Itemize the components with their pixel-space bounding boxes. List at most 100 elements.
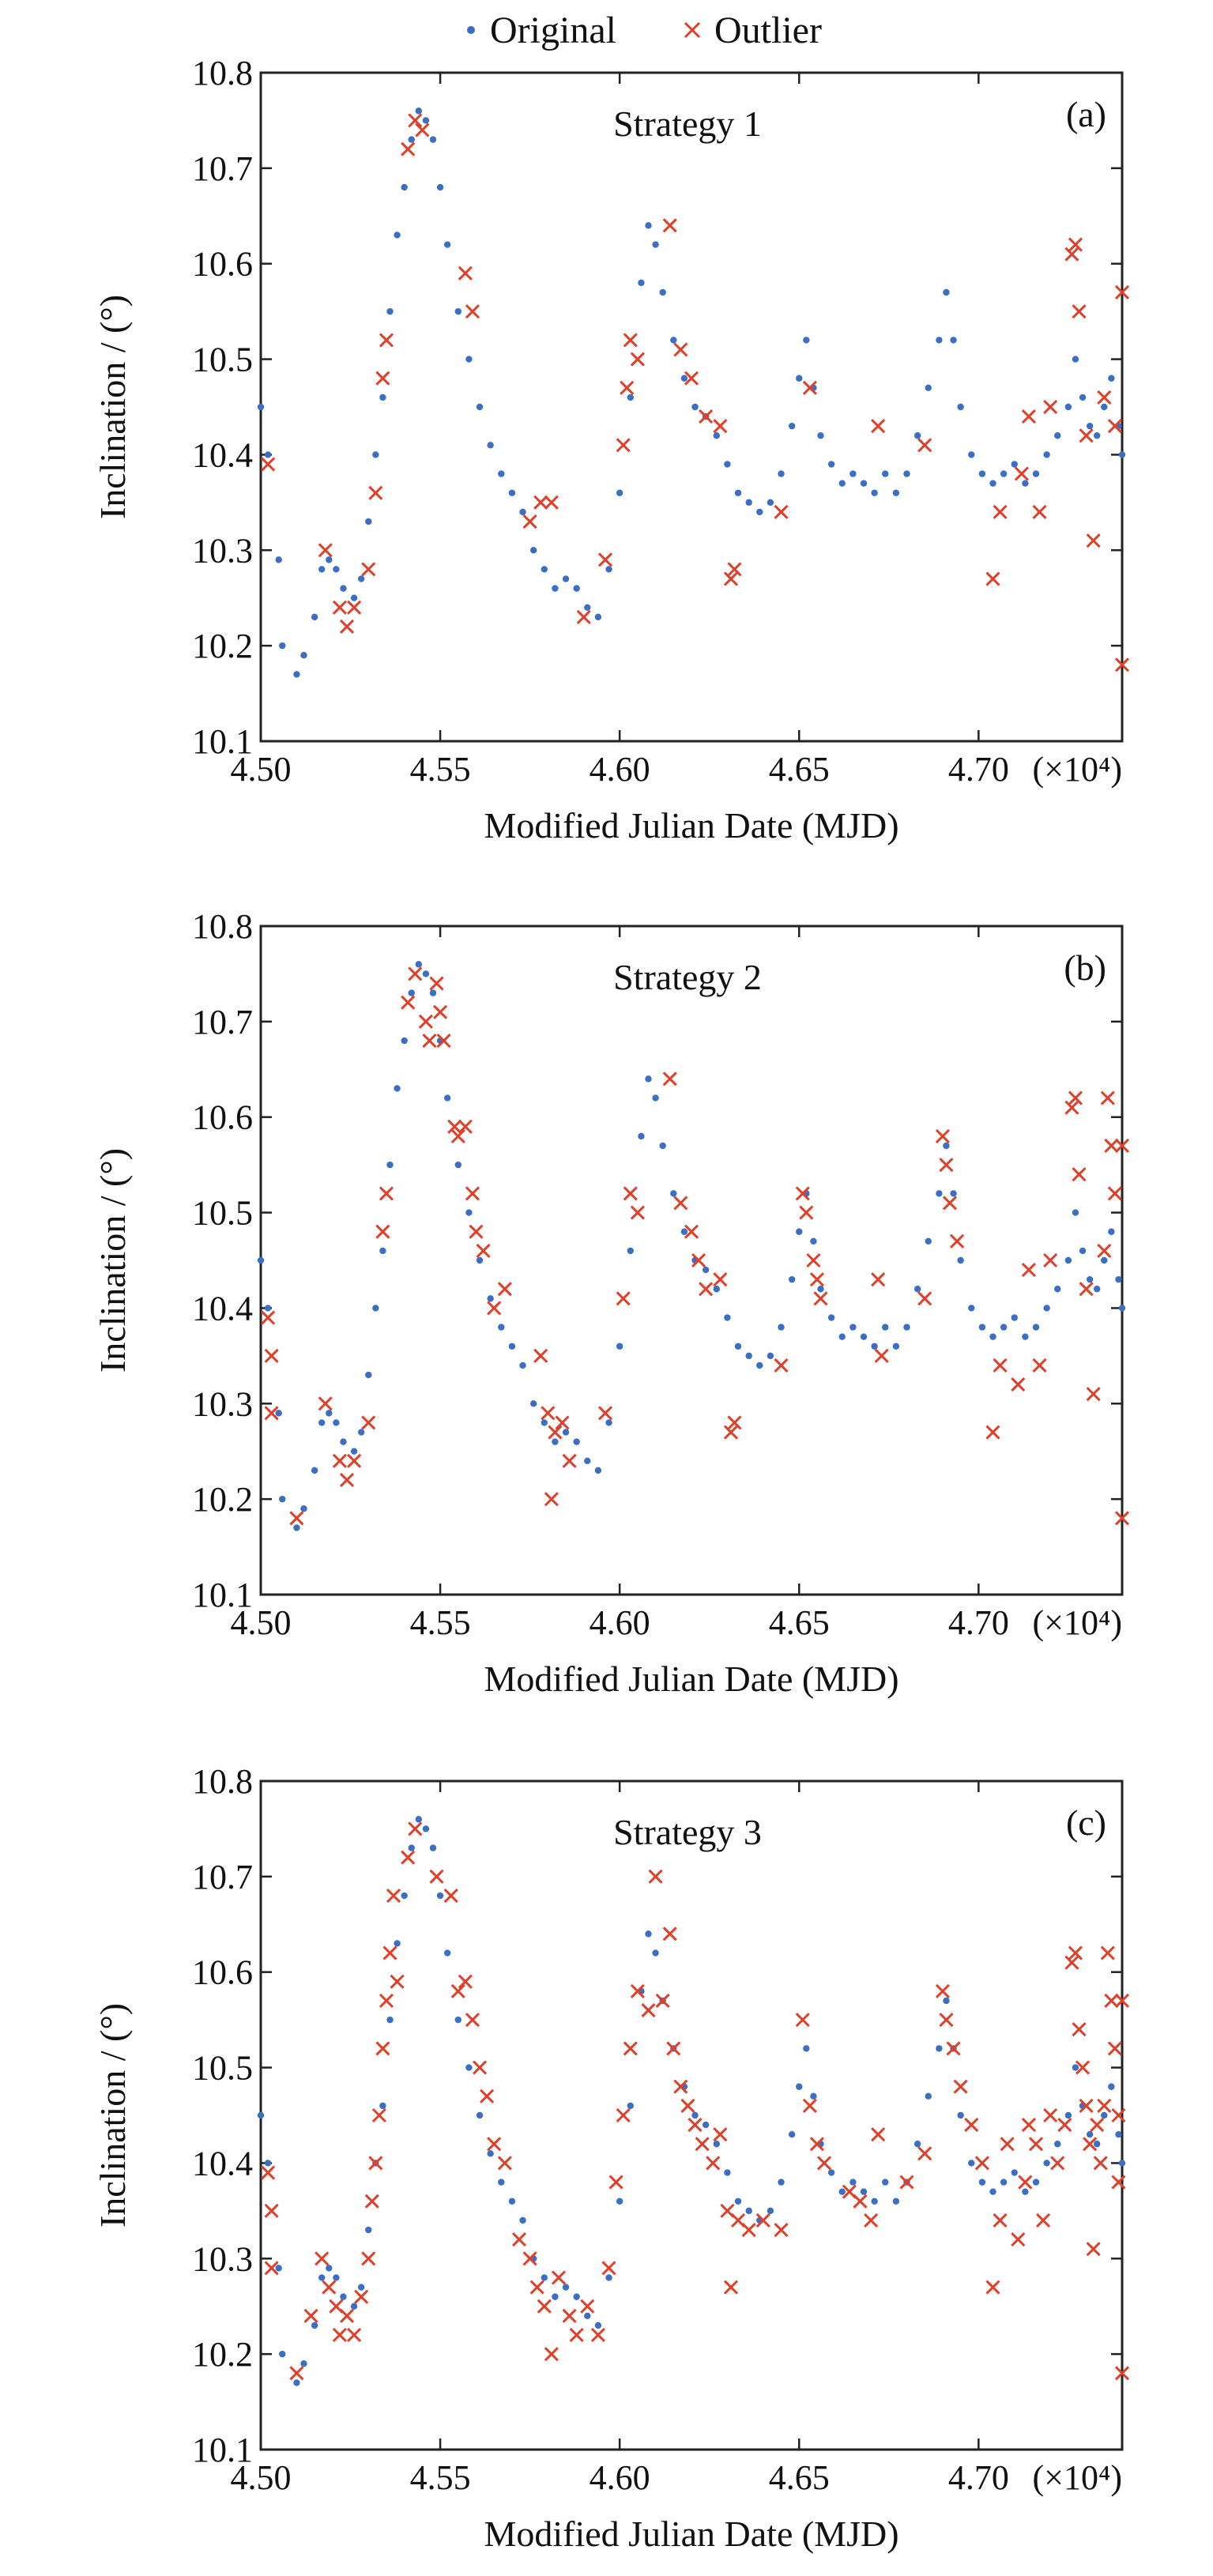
original-point [1086, 1275, 1094, 1283]
outlier-point [368, 2156, 383, 2171]
outlier-point [289, 2366, 304, 2381]
outlier-point [537, 2299, 552, 2314]
outlier-point [795, 1186, 810, 1201]
x-multiplier: (×10⁴) [1033, 2458, 1122, 2497]
original-point [519, 508, 526, 516]
original-point [311, 2322, 318, 2329]
outlier-point [401, 995, 416, 1010]
outlier-point [1072, 304, 1087, 319]
outlier-point [447, 1119, 462, 1134]
original-point [1064, 1256, 1072, 1264]
outlier-point [706, 2156, 721, 2171]
original-point [645, 1930, 652, 1938]
original-point [882, 1324, 889, 1331]
original-point [943, 1142, 950, 1150]
original-point [1079, 1247, 1087, 1255]
outlier-point [802, 2098, 817, 2113]
original-point [691, 2111, 699, 2119]
outlier-point [364, 2194, 379, 2209]
y-tick-label: 10.7 [192, 1003, 253, 1041]
original-point [892, 1343, 900, 1350]
original-point [745, 2207, 752, 2215]
outlier-point [1086, 2242, 1101, 2257]
outlier-point [347, 1453, 362, 1468]
outlier-point [264, 1406, 279, 1421]
legend-item-outlier: Outlier [684, 9, 822, 51]
original-point [645, 222, 652, 229]
original-point [300, 2360, 307, 2367]
original-point [838, 2188, 846, 2195]
original-point [817, 1286, 824, 1293]
panels: 10.1 10.2 10.3 10.4 10.5 10.6 10.7 10.8 4.50 4.55… [92, 54, 1130, 2554]
original-point [573, 1438, 580, 1445]
outlier-point [1000, 2137, 1015, 2152]
original-point [394, 232, 401, 239]
outlier-point [713, 1272, 728, 1287]
outlier-point [375, 371, 390, 386]
original-point [810, 1237, 817, 1245]
x-axis-label: Modified Julian Date (MJD) [484, 2514, 898, 2554]
original-point [465, 1209, 473, 1216]
outlier-point [458, 266, 473, 281]
original-point [882, 470, 889, 477]
outlier-point [623, 2041, 638, 2056]
y-tick-label: 10.1 [192, 2431, 253, 2469]
original-point [1101, 2111, 1108, 2119]
outlier-point [1032, 1358, 1047, 1373]
original-point [756, 508, 763, 516]
outlier-point [935, 1983, 950, 1998]
outlier-point [871, 2127, 886, 2142]
series-outlier [261, 113, 1130, 672]
original-point [401, 1037, 408, 1045]
original-point [734, 1343, 742, 1350]
outlier-point [630, 352, 645, 367]
original-point [476, 2111, 484, 2119]
original-point [627, 2102, 634, 2110]
original-point [827, 1314, 835, 1321]
original-point [978, 470, 986, 477]
outlier-point [597, 1406, 613, 1421]
outlier-point [1114, 657, 1130, 672]
original-point [1032, 1324, 1040, 1331]
outlier-point [687, 2118, 703, 2133]
original-point [326, 2265, 333, 2272]
outlier-point [1111, 2107, 1126, 2123]
original-point [680, 375, 688, 382]
original-point [1064, 2111, 1072, 2119]
legend: Original Outlier [467, 9, 822, 51]
outlier-point [465, 1186, 480, 1201]
outlier-point [684, 1224, 699, 1239]
original-point [968, 1305, 975, 1312]
original-point [616, 1343, 623, 1350]
original-point [508, 2198, 516, 2205]
outlier-point [673, 1196, 688, 1211]
original-point [989, 1333, 996, 1340]
outlier-point [795, 2013, 810, 2028]
outlier-point [680, 2098, 695, 2113]
outlier-point [1068, 1090, 1083, 1105]
outlier-point [497, 2156, 512, 2171]
original-point [1022, 1333, 1029, 1340]
outlier-point [458, 1119, 473, 1134]
y-tick-label: 10.4 [192, 435, 253, 474]
original-point [914, 2141, 921, 2148]
original-point [989, 2188, 996, 2195]
original-point [584, 1457, 591, 1465]
x-tick-label: 4.65 [769, 750, 830, 789]
plot-frame [259, 1779, 1124, 2451]
outlier-point [802, 380, 817, 395]
original-point [1118, 1305, 1126, 1312]
outlier-point [1097, 390, 1112, 405]
original-point [552, 585, 559, 592]
outlier-point [1057, 2118, 1072, 2133]
original-point [1022, 2188, 1029, 2195]
original-point [386, 2016, 394, 2024]
original-point [849, 1324, 857, 1331]
outlier-point [662, 1926, 677, 1941]
outlier-point [799, 1205, 814, 1220]
original-point [408, 136, 415, 143]
outlier-point [809, 2137, 825, 2152]
outlier-point [264, 2261, 279, 2276]
original-point [936, 337, 943, 344]
original-point [394, 1085, 401, 1092]
